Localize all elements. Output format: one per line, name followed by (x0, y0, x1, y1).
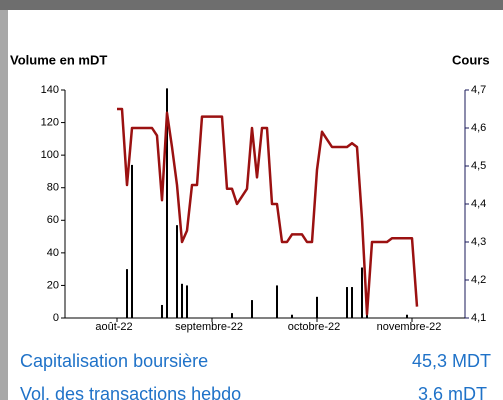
y2-tick-label: 4,1 (471, 312, 486, 324)
stat-value: 45,3 MDT (412, 351, 491, 371)
y-tick-label: 0 (53, 312, 59, 324)
volume-bar (176, 225, 178, 318)
y2-tick-label: 4,4 (471, 198, 486, 210)
y-tick-label: 20 (47, 279, 59, 291)
y2-tick-label: 4,7 (471, 84, 486, 96)
x-tick-label: novembre-22 (377, 321, 442, 333)
volume-bar (161, 304, 163, 318)
y2-tick-label: 4,5 (471, 160, 486, 172)
x-tick-label: octobre-22 (288, 321, 341, 333)
x-tick-label: août-22 (95, 321, 132, 333)
y2-tick-label: 4,6 (471, 122, 486, 134)
top-band (0, 0, 503, 10)
y2-tick-label: 4,2 (471, 274, 486, 286)
volume-bar (231, 313, 233, 318)
volume-bar (131, 164, 133, 318)
stat-label: Capitalisation boursière (20, 351, 208, 371)
y-tick-label: 100 (41, 149, 59, 161)
volume-bar (276, 285, 278, 318)
y2-axis-title: Cours (452, 52, 490, 67)
volume-bar (251, 300, 253, 318)
left-strip (0, 10, 8, 400)
volume-bar (346, 287, 348, 318)
volume-bar (126, 269, 128, 318)
y-tick-label: 80 (47, 182, 59, 194)
y-tick-label: 140 (41, 84, 59, 96)
price-line (117, 107, 419, 316)
y2-tick-label: 4,3 (471, 236, 486, 248)
y-axis-title: Volume en mDT (10, 52, 107, 67)
y-tick-label: 40 (47, 247, 59, 259)
volume-bar (166, 88, 168, 318)
x-tick-label: septembre-22 (175, 321, 243, 333)
stat-value: 3,6 mDT (418, 384, 487, 400)
y-tick-label: 120 (41, 116, 59, 128)
volume-bar (361, 267, 363, 318)
volume-bar (406, 314, 408, 318)
volume-bar (186, 285, 188, 318)
stat-label: Vol. des transactions hebdo (20, 384, 241, 400)
volume-bar (316, 296, 318, 318)
volume-bar (351, 287, 353, 318)
volume-bar (181, 283, 183, 318)
volume-bar (291, 314, 293, 318)
y-tick-label: 60 (47, 214, 59, 226)
